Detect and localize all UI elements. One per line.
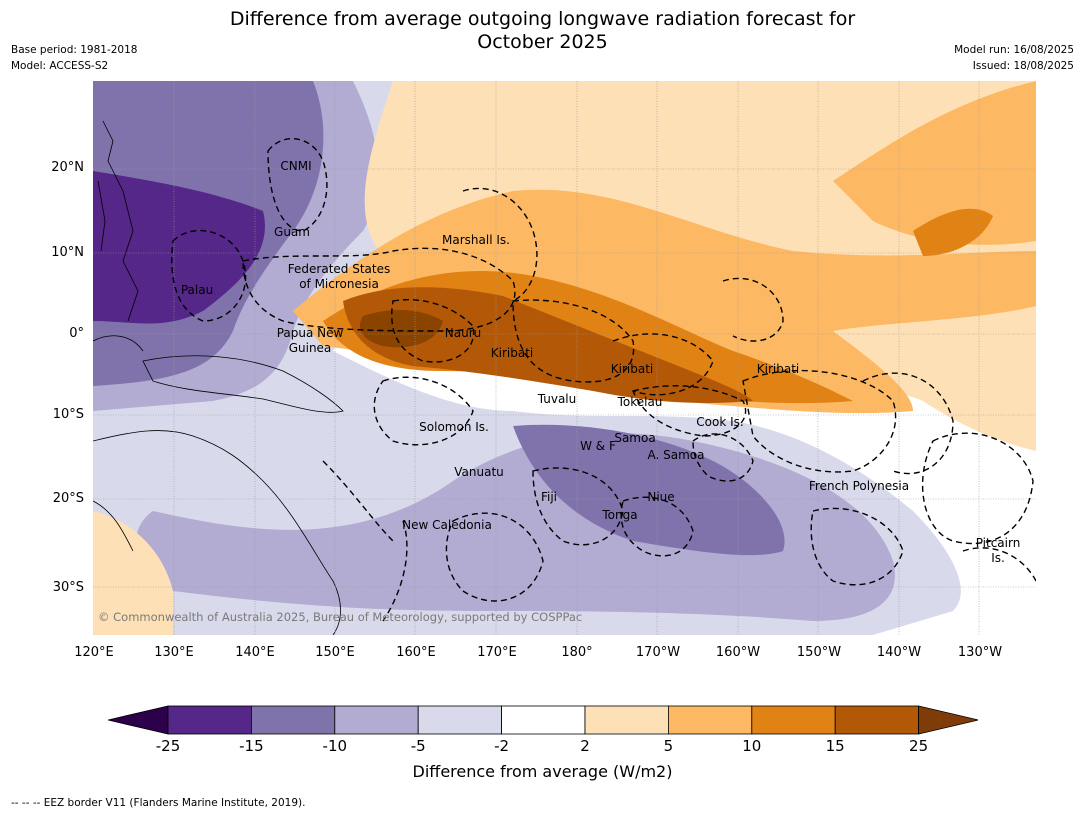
place-label-cnmi: CNMI	[280, 159, 312, 173]
place-label-solomon: Solomon Is.	[419, 420, 489, 434]
place-label-fsm-line1: Federated States	[287, 262, 391, 276]
colorbar-segment	[668, 705, 753, 735]
colorbar-segment	[501, 705, 586, 735]
colorbar-segment	[417, 705, 503, 735]
colorbar-label: Difference from average (W/m2)	[412, 762, 673, 781]
place-label-marshall: Marshall Is.	[442, 233, 510, 247]
graticule	[93, 81, 1036, 635]
place-label-fiji: Fiji	[540, 490, 558, 504]
anomaly-region-light-orange-sw	[93, 511, 173, 635]
place-label-png-line1: Papua New	[276, 326, 344, 340]
lat-label-30s: 30°S	[52, 580, 84, 595]
lon-label-130e: 130°E	[154, 645, 194, 660]
colorbar-tick-label: 2	[580, 737, 590, 755]
colorbar-segment	[334, 705, 419, 735]
colorbar-segment	[167, 705, 252, 735]
anomaly-region-dark-orange-ne	[913, 208, 993, 256]
lon-label-150w: 150°W	[796, 645, 842, 660]
place-label-nauru: Nauru	[444, 326, 482, 340]
forecast-map	[93, 81, 1036, 635]
colorbar-tick-label: -10	[322, 737, 348, 755]
place-label-kiribati-east: Kiribati	[756, 362, 800, 376]
lon-label-180: 180°	[561, 645, 593, 660]
chart-title-line2: October 2025	[477, 31, 608, 53]
coastline-new-guinea	[142, 355, 344, 413]
map-canvas	[93, 81, 1036, 635]
place-label-pitcairn-line2: Is.	[991, 551, 1005, 565]
lat-label-20s: 20°S	[52, 491, 84, 506]
place-label-guam: Guam	[274, 225, 310, 239]
issued-text: Issued: 18/08/2025	[972, 60, 1074, 72]
place-label-tokelau: Tokelau	[617, 395, 663, 409]
lon-label-160e: 160°E	[396, 645, 436, 660]
place-label-french-polynesia: French Polynesia	[808, 479, 910, 493]
place-label-samoa: Samoa	[614, 431, 656, 445]
anomaly-region-dark-purple	[93, 171, 265, 324]
place-label-fsm-line2: of Micronesia	[299, 277, 379, 291]
colorbar-tick-label: 15	[825, 737, 845, 755]
place-label-tonga: Tonga	[602, 508, 638, 522]
lon-label-170w: 170°W	[635, 645, 681, 660]
colorbar-tick-label: -2	[494, 737, 510, 755]
colorbar-tick-label: 25	[909, 737, 929, 755]
lat-label-10n: 10°N	[51, 245, 84, 260]
coastline-borneo	[93, 335, 144, 352]
colorbar-tick-label: -15	[239, 737, 264, 755]
copyright-text: © Commonwealth of Australia 2025, Bureau…	[98, 610, 583, 624]
eez-borders	[171, 137, 1036, 622]
place-label-png-line2: Guinea	[288, 341, 332, 355]
lat-label-0: 0°	[69, 326, 84, 341]
colorbar-segment	[751, 705, 836, 735]
anomaly-region-dark-brown	[359, 309, 443, 348]
lon-label-170e: 170°E	[477, 645, 517, 660]
lat-label-10s: 10°S	[52, 407, 84, 422]
chart-title-line1: Difference from average outgoing longwav…	[229, 8, 856, 30]
lon-label-160w: 160°W	[715, 645, 761, 660]
anomaly-region-orange-ne	[833, 81, 1036, 245]
colorbar-segment	[834, 705, 920, 735]
lon-label-130w: 130°W	[957, 645, 1003, 660]
lon-label-140e: 140°E	[235, 645, 275, 660]
base-period-text: Base period: 1981-2018	[11, 44, 138, 56]
place-label-niue: Niue	[647, 490, 675, 504]
colorbar	[108, 705, 978, 735]
coastline-philippines	[97, 120, 139, 322]
place-label-tuvalu: Tuvalu	[537, 392, 577, 406]
colorbar-tick-label: 5	[663, 737, 674, 755]
colorbar-segment	[250, 705, 336, 735]
colorbar-segment	[584, 705, 669, 735]
lon-label-120e: 120°E	[74, 645, 114, 660]
place-label-cook: Cook Is.	[696, 415, 744, 429]
lon-label-140w: 140°W	[876, 645, 922, 660]
colorbar-extend-high	[918, 705, 978, 735]
model-text: Model: ACCESS-S2	[11, 60, 109, 72]
colorbar-extend-low	[108, 705, 169, 735]
place-label-asamoa: A. Samoa	[647, 448, 705, 462]
lat-label-20n: 20°N	[51, 160, 84, 175]
place-label-pitcairn-line1: Pitcairn	[975, 536, 1021, 550]
place-label-new-caledonia: New Caledonia	[402, 518, 492, 532]
eez-footnote: -- -- -- EEZ border V11 (Flanders Marine…	[11, 797, 306, 809]
place-label-kiribati-central: Kiribati	[610, 362, 654, 376]
place-label-wf: W & F	[580, 439, 616, 453]
colorbar-tick-label: -25	[155, 737, 181, 755]
colorbar-tick-label: 10	[742, 737, 762, 755]
colorbar-tick-label: -5	[410, 737, 426, 755]
anomaly-region-mid-purple-south	[513, 424, 785, 556]
place-label-vanuatu: Vanuatu	[454, 465, 504, 479]
place-label-kiribati-west: Kiribati	[490, 346, 534, 360]
lon-label-150e: 150°E	[315, 645, 355, 660]
model-run-text: Model run: 16/08/2025	[954, 44, 1074, 56]
anomaly-region-brown	[343, 287, 753, 403]
place-label-palau: Palau	[180, 283, 214, 297]
